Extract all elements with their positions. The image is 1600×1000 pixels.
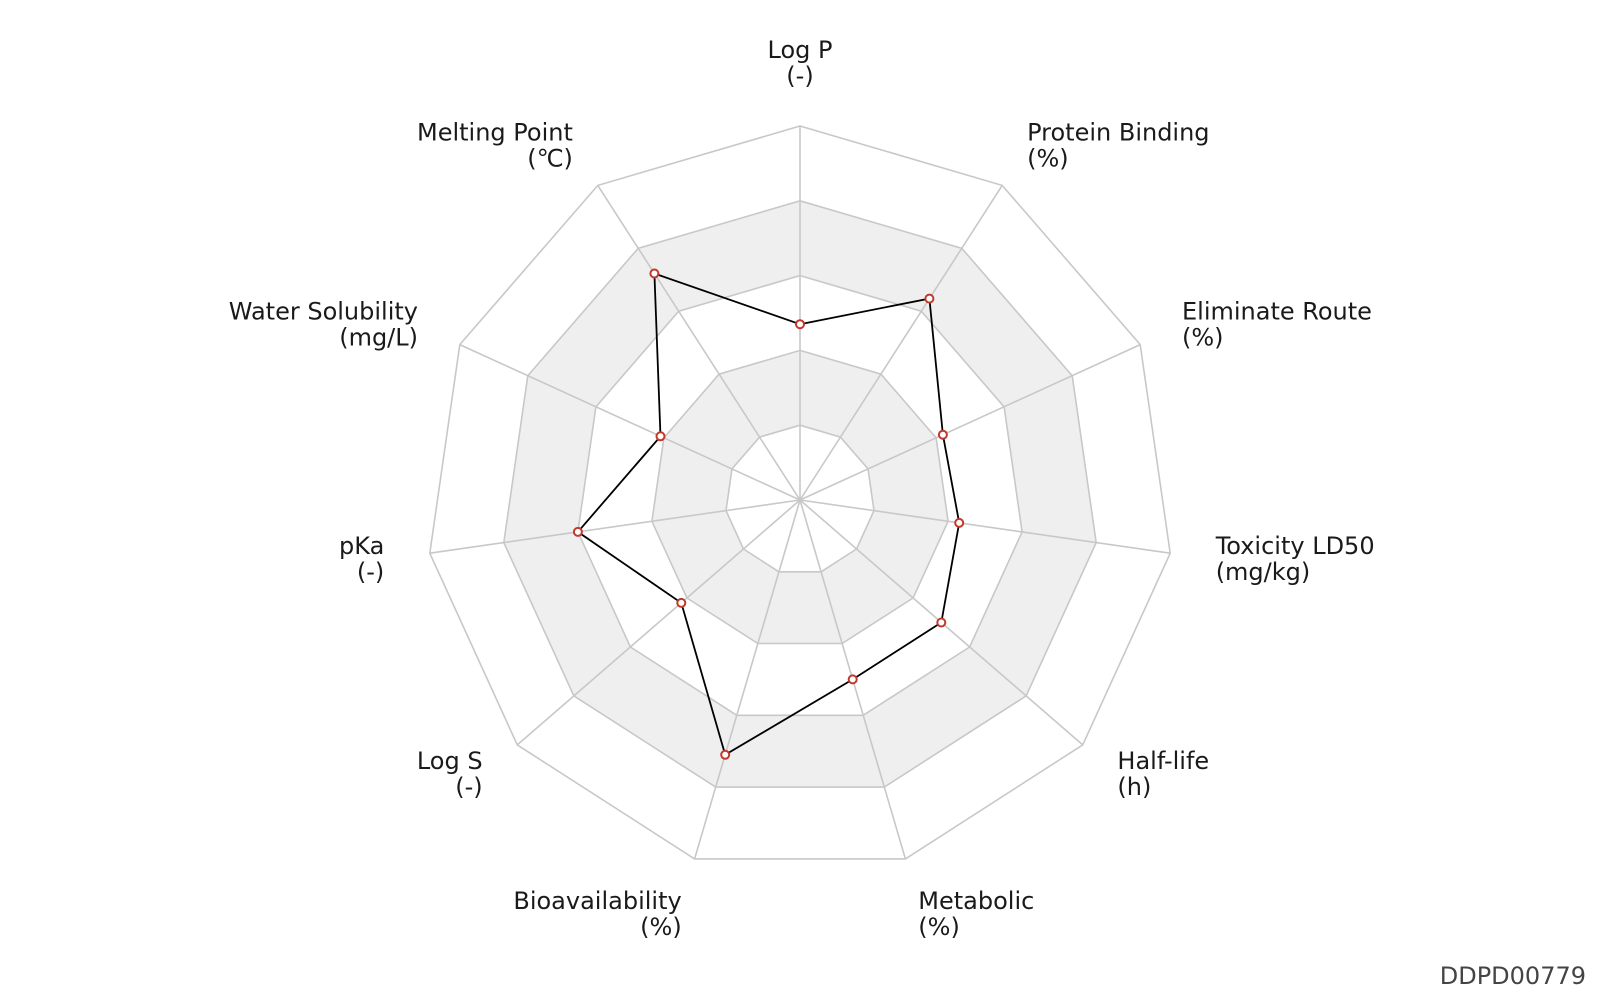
radar-bands [503, 200, 1097, 788]
axis-label: Log P [768, 36, 833, 64]
radar-series [572, 268, 965, 760]
radar-spoke [799, 184, 1003, 501]
radar-ring [502, 199, 1098, 788]
radar-ring [577, 274, 1023, 717]
data-point [572, 526, 583, 537]
radar-ring [725, 424, 875, 573]
radar-spoke [597, 184, 801, 501]
axis-label: pKa [339, 532, 384, 560]
axis-unit-label: (mg/kg) [1216, 558, 1311, 586]
radar-ring [651, 349, 949, 645]
axis-unit-label: (mg/L) [339, 324, 418, 352]
axis-unit-label: (-) [357, 558, 384, 586]
data-point [795, 319, 805, 330]
axis-unit-label: (%) [1027, 145, 1069, 173]
axis-unit-label: (%) [918, 913, 960, 941]
data-point [847, 674, 858, 685]
data-point [936, 617, 947, 628]
axis-unit-label: (-) [455, 773, 482, 801]
watermark-id: DDPD00779 [1439, 962, 1586, 990]
data-point [924, 293, 935, 304]
radar-spoke [693, 499, 801, 860]
radar-spokes [429, 126, 1171, 860]
axis-label: Toxicity LD50 [1215, 532, 1375, 560]
axis-unit-label: (%) [1182, 324, 1224, 352]
radar-spoke [429, 499, 801, 554]
radar-spoke [799, 499, 1171, 554]
axis-label: Bioavailability [513, 887, 681, 915]
data-point [937, 429, 948, 440]
axis-unit-label: (℃) [527, 145, 573, 173]
axis-label: Log S [417, 747, 483, 775]
axis-unit-label: (%) [640, 913, 682, 941]
data-point [655, 431, 666, 442]
axis-label: Protein Binding [1027, 119, 1209, 147]
radar-spoke [799, 343, 1141, 501]
axis-unit-label: (-) [786, 62, 813, 90]
radar-ring [428, 125, 1172, 860]
data-point [676, 597, 687, 608]
axis-label: Half-life [1117, 747, 1209, 775]
axis-label: Metabolic [918, 887, 1034, 915]
data-point [954, 517, 965, 528]
axis-label: Eliminate Route [1182, 298, 1372, 326]
axis-unit-label: (h) [1117, 773, 1151, 801]
data-point [649, 268, 660, 279]
radar-spoke [516, 499, 801, 746]
axis-label: Water Solubility [229, 298, 418, 326]
radar-axis-labels: Log P(-)Protein Binding(%)Eliminate Rout… [229, 36, 1375, 941]
radar-spoke [459, 343, 801, 501]
radar-rings [428, 125, 1172, 860]
axis-label: Melting Point [417, 119, 573, 147]
data-point [720, 749, 731, 760]
radar-band [651, 350, 949, 644]
series-line [576, 272, 961, 757]
